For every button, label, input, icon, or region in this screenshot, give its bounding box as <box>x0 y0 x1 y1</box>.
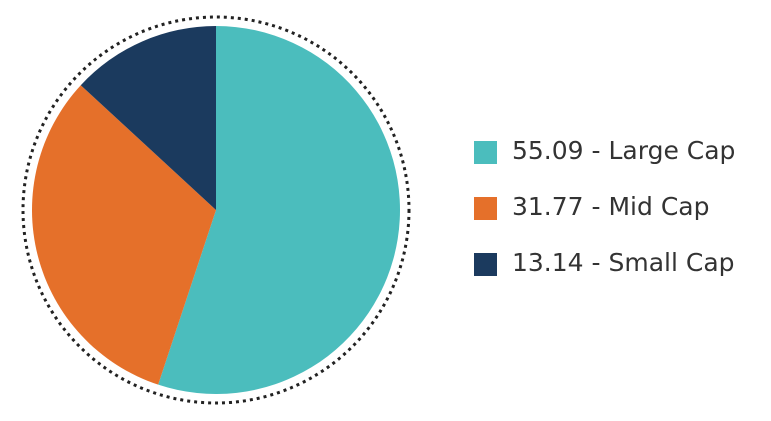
legend-swatch <box>474 253 497 276</box>
legend-swatch <box>474 141 497 164</box>
legend-label: 55.09 - Large Cap <box>512 136 735 165</box>
pie-slice <box>31 85 217 385</box>
legend-label: 13.14 - Small Cap <box>512 248 735 277</box>
legend-label: 31.77 - Mid Cap <box>512 192 709 221</box>
pie-slice <box>158 26 400 394</box>
legend-swatch <box>474 197 497 220</box>
dotted-ring <box>21 15 411 405</box>
pie-slice <box>80 25 217 210</box>
